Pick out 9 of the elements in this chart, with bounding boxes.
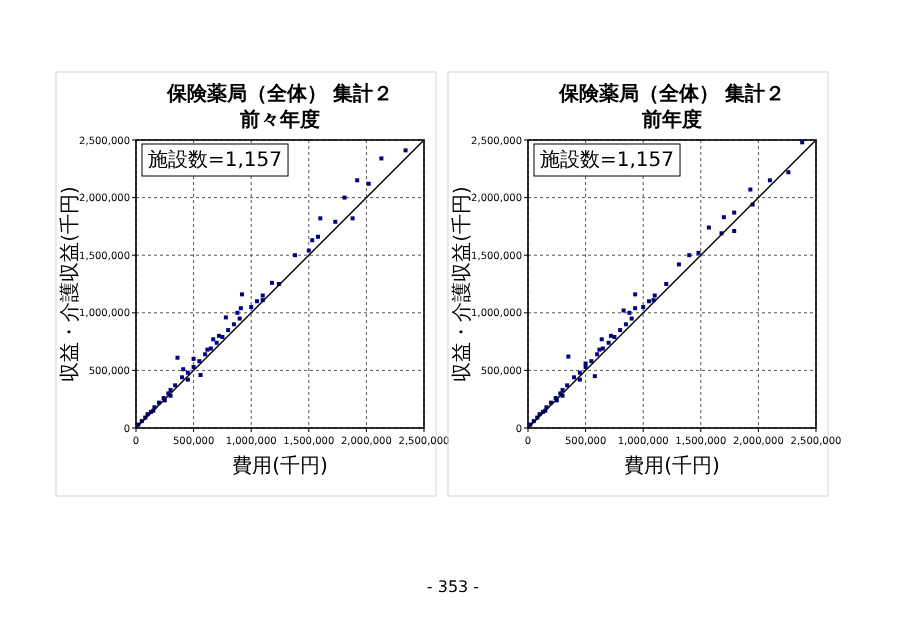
- text: - 353 -: [426, 578, 480, 596]
- annotation: 施設数=1,157: [540, 148, 675, 172]
- x-axis-title: 費用(千円): [232, 454, 328, 478]
- chart-title: 保険薬局（全体） 集計２: [164, 82, 394, 106]
- annotation: 施設数=1,157: [148, 148, 283, 172]
- chart-subtitle: 前年度: [640, 108, 702, 132]
- chart-title: 保険薬局（全体） 集計２: [556, 82, 786, 106]
- x-axis-title: 費用(千円): [624, 454, 720, 478]
- chart-subtitle: 前々年度: [238, 108, 320, 132]
